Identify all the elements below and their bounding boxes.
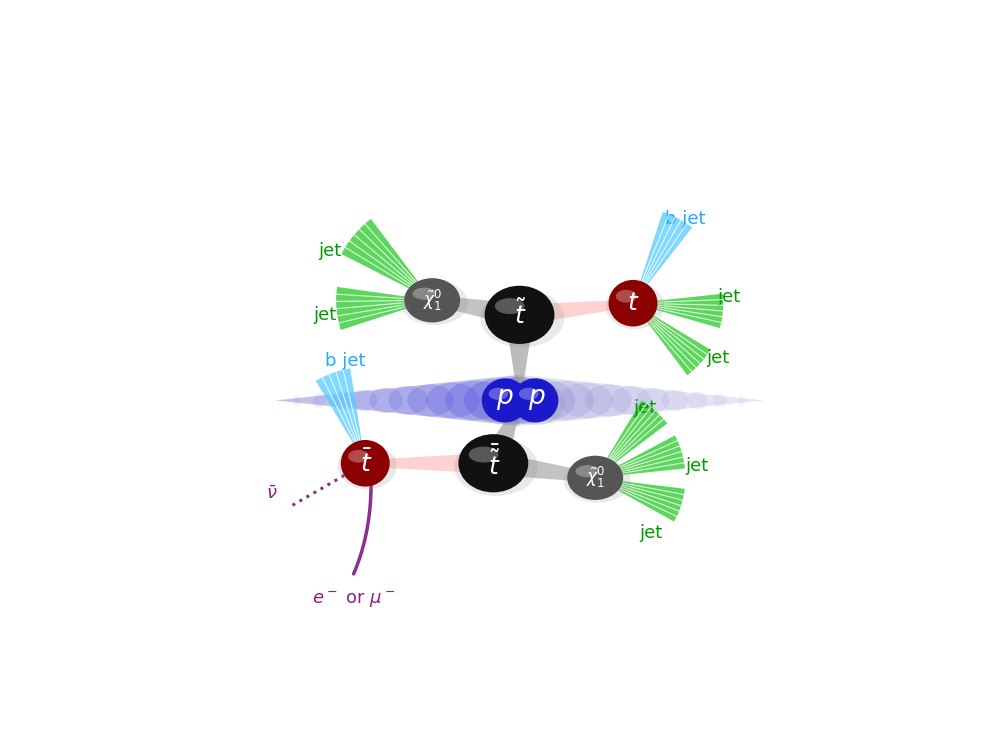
Ellipse shape: [481, 290, 564, 348]
Ellipse shape: [585, 384, 632, 417]
Ellipse shape: [412, 287, 436, 299]
Text: jet: jet: [685, 457, 709, 476]
Ellipse shape: [404, 278, 460, 322]
Text: $p$: $p$: [496, 386, 513, 412]
Ellipse shape: [332, 392, 352, 409]
Text: $\tilde{\chi}_1^0$: $\tilde{\chi}_1^0$: [423, 288, 443, 313]
Text: jet: jet: [312, 306, 336, 324]
Polygon shape: [492, 452, 596, 482]
Ellipse shape: [609, 280, 657, 327]
Ellipse shape: [338, 443, 396, 489]
Text: jet: jet: [639, 524, 662, 542]
Polygon shape: [275, 375, 519, 426]
Text: jet: jet: [633, 399, 656, 417]
Ellipse shape: [455, 438, 538, 496]
Polygon shape: [518, 299, 633, 325]
Text: jet: jet: [718, 288, 741, 306]
Ellipse shape: [739, 395, 745, 406]
Text: b jet: b jet: [665, 209, 706, 228]
Ellipse shape: [485, 286, 554, 344]
Ellipse shape: [294, 395, 300, 406]
Ellipse shape: [388, 386, 428, 415]
Ellipse shape: [482, 378, 528, 423]
Polygon shape: [336, 287, 432, 330]
Ellipse shape: [576, 465, 599, 477]
Ellipse shape: [483, 377, 556, 423]
Polygon shape: [480, 403, 521, 469]
Polygon shape: [595, 478, 684, 522]
Ellipse shape: [611, 386, 650, 415]
Polygon shape: [342, 219, 432, 300]
Text: b jet: b jet: [325, 352, 365, 370]
Ellipse shape: [559, 383, 613, 418]
Ellipse shape: [426, 383, 480, 418]
Ellipse shape: [568, 456, 623, 500]
Ellipse shape: [636, 388, 669, 413]
Ellipse shape: [662, 390, 688, 411]
Ellipse shape: [606, 283, 664, 330]
Ellipse shape: [464, 379, 530, 422]
Ellipse shape: [489, 388, 508, 400]
Polygon shape: [633, 303, 711, 375]
Ellipse shape: [401, 280, 468, 325]
Text: $\bar{\tilde{t}}$: $\bar{\tilde{t}}$: [488, 446, 500, 480]
Ellipse shape: [341, 440, 390, 487]
Polygon shape: [505, 314, 534, 398]
Polygon shape: [595, 401, 667, 478]
Ellipse shape: [616, 290, 637, 302]
Text: $\bar{t}$: $\bar{t}$: [360, 450, 372, 477]
Text: jet: jet: [319, 242, 342, 260]
Text: $\tilde{t}$: $\tilde{t}$: [514, 300, 527, 330]
Ellipse shape: [312, 393, 327, 407]
Text: $\bar{\nu}$: $\bar{\nu}$: [266, 485, 277, 503]
Ellipse shape: [509, 381, 564, 425]
Text: $t$: $t$: [627, 290, 640, 314]
Ellipse shape: [519, 388, 538, 400]
Ellipse shape: [459, 434, 528, 492]
Polygon shape: [633, 294, 724, 328]
Ellipse shape: [495, 298, 524, 314]
Ellipse shape: [469, 447, 498, 463]
Ellipse shape: [483, 377, 556, 423]
Ellipse shape: [563, 458, 631, 503]
Text: $p$: $p$: [527, 386, 545, 412]
Text: jet: jet: [706, 349, 729, 367]
Ellipse shape: [370, 388, 403, 413]
Ellipse shape: [508, 379, 576, 422]
Polygon shape: [365, 453, 493, 474]
Ellipse shape: [407, 384, 454, 417]
Ellipse shape: [351, 390, 377, 411]
Text: $\tilde{\chi}_1^0$: $\tilde{\chi}_1^0$: [586, 465, 605, 491]
Polygon shape: [431, 296, 521, 327]
Polygon shape: [519, 375, 764, 426]
Ellipse shape: [534, 381, 594, 420]
Ellipse shape: [687, 392, 708, 409]
Polygon shape: [316, 368, 365, 463]
Polygon shape: [633, 212, 692, 303]
Ellipse shape: [446, 381, 505, 420]
Ellipse shape: [479, 381, 534, 425]
Text: $e^-$ or $\mu^-$: $e^-$ or $\mu^-$: [311, 590, 395, 610]
Ellipse shape: [348, 450, 369, 463]
Ellipse shape: [512, 378, 558, 423]
Ellipse shape: [713, 393, 726, 407]
Polygon shape: [595, 435, 684, 478]
